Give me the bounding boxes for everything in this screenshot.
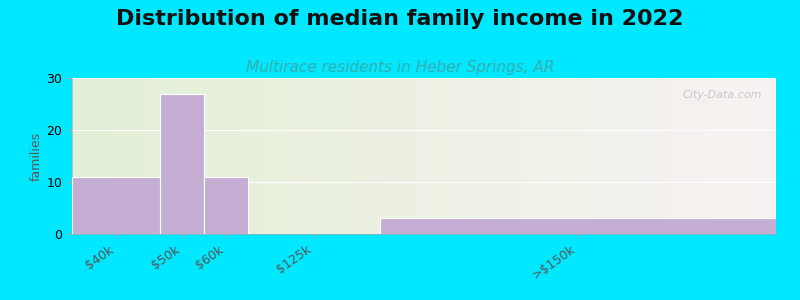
Bar bbox=[160, 94, 204, 234]
Bar bbox=[72, 177, 160, 234]
Text: Multirace residents in Heber Springs, AR: Multirace residents in Heber Springs, AR bbox=[246, 60, 554, 75]
Text: Distribution of median family income in 2022: Distribution of median family income in … bbox=[116, 9, 684, 29]
Text: City-Data.com: City-Data.com bbox=[682, 91, 762, 100]
Bar bbox=[380, 218, 776, 234]
Bar bbox=[204, 177, 248, 234]
Y-axis label: families: families bbox=[30, 131, 42, 181]
